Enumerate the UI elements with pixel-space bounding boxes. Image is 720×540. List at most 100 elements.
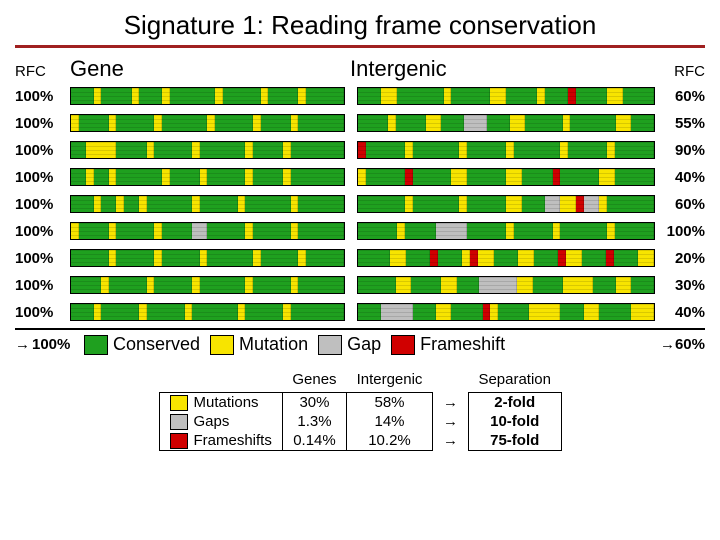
segment	[162, 88, 170, 104]
segment	[522, 169, 553, 185]
sum-head-genes: Genes	[282, 369, 346, 393]
segment	[162, 169, 170, 185]
segment	[261, 250, 299, 266]
legend-item-mutation: Mutation	[210, 334, 308, 355]
segment	[615, 142, 654, 158]
segment	[451, 88, 490, 104]
summary-rowlabel: Gaps	[170, 413, 272, 430]
segment	[124, 196, 139, 212]
frameshift-swatch	[391, 335, 415, 355]
segment	[462, 250, 470, 266]
rfc-right-value: 20%	[655, 250, 705, 267]
segment	[599, 304, 630, 320]
segment	[494, 250, 518, 266]
segment	[358, 142, 366, 158]
segment	[200, 250, 208, 266]
summary-inter-val: 10.2%	[347, 431, 433, 451]
summary-row: Frameshifts0.14%10.2%→75-fold	[159, 431, 561, 451]
segment	[358, 88, 381, 104]
segment	[568, 142, 607, 158]
rfc-left-value: 100%	[15, 88, 70, 105]
segment	[291, 277, 299, 293]
gene-track	[70, 249, 345, 267]
segment	[192, 304, 238, 320]
arrow-icon: →	[432, 393, 468, 413]
segment	[306, 88, 344, 104]
segment	[200, 142, 246, 158]
segment	[436, 223, 467, 239]
segment	[253, 169, 283, 185]
inter-track	[357, 168, 655, 186]
segment	[406, 250, 430, 266]
segment	[616, 115, 631, 131]
segment	[483, 304, 491, 320]
segment	[358, 304, 381, 320]
summary-genes-val: 0.14%	[282, 431, 346, 451]
segment	[638, 250, 654, 266]
segment	[283, 142, 291, 158]
inter-track	[357, 87, 655, 105]
segment	[253, 250, 261, 266]
segment	[599, 196, 607, 212]
segment	[506, 88, 537, 104]
segment	[553, 223, 561, 239]
segment	[109, 169, 117, 185]
rfc-right-value: 100%	[655, 223, 705, 240]
segment	[200, 196, 238, 212]
segment	[154, 250, 162, 266]
segment	[467, 223, 506, 239]
segment	[298, 196, 344, 212]
segment	[405, 223, 436, 239]
gene-track	[70, 222, 345, 240]
segment	[170, 88, 216, 104]
legend-label: Frameshift	[420, 334, 505, 355]
segment	[506, 196, 522, 212]
segment	[606, 250, 614, 266]
segment	[86, 142, 116, 158]
rfc-left-value: 100%	[15, 223, 70, 240]
summary-sep-val: 75-fold	[468, 431, 561, 451]
segment	[568, 88, 576, 104]
segment	[560, 223, 607, 239]
summary-table: GenesIntergenicSeparationMutations30%58%…	[159, 369, 562, 451]
segment	[283, 169, 291, 185]
segment	[162, 223, 192, 239]
segment	[86, 169, 94, 185]
segment	[109, 277, 147, 293]
segment	[101, 88, 131, 104]
segment	[430, 250, 438, 266]
segment	[170, 169, 200, 185]
segment	[291, 169, 344, 185]
segment	[109, 223, 117, 239]
segment	[366, 169, 405, 185]
segment	[71, 142, 86, 158]
segment	[623, 88, 654, 104]
segment	[298, 250, 306, 266]
header-intergenic: Intergenic	[350, 56, 655, 82]
segment	[139, 196, 147, 212]
legend-item-gap: Gap	[318, 334, 381, 355]
segment	[358, 115, 388, 131]
segment	[116, 115, 154, 131]
segment	[607, 223, 615, 239]
legend-label: Conserved	[113, 334, 200, 355]
segment	[298, 277, 344, 293]
segment	[94, 169, 109, 185]
segment	[459, 142, 467, 158]
segment	[411, 277, 441, 293]
rfc-right-value: 60%	[655, 88, 705, 105]
segment	[116, 250, 154, 266]
segment	[147, 142, 155, 158]
segment	[570, 115, 616, 131]
segment	[291, 115, 299, 131]
segment	[464, 115, 487, 131]
segment	[381, 304, 412, 320]
segment	[291, 196, 299, 212]
legend-item-conserved: Conserved	[84, 334, 200, 355]
segment	[101, 196, 116, 212]
segment	[487, 115, 510, 131]
segment	[490, 304, 498, 320]
segment	[388, 115, 396, 131]
segment	[245, 304, 283, 320]
segment	[71, 250, 109, 266]
